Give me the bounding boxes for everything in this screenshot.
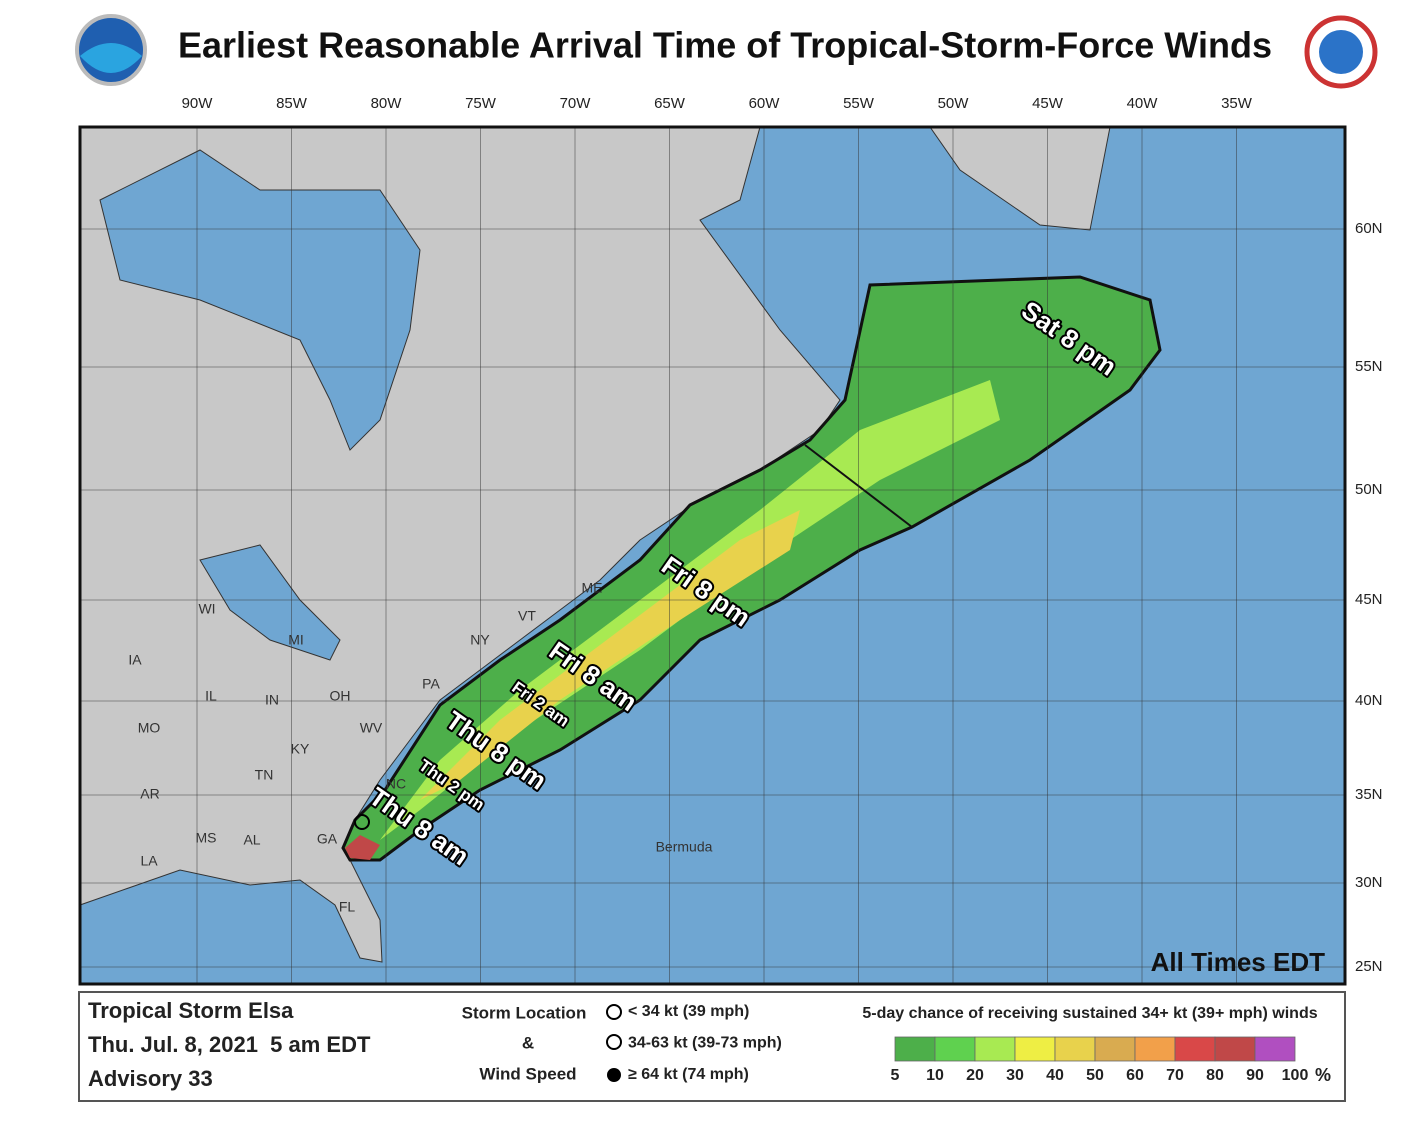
place-label: AR [140,786,159,802]
longitude-label: 55W [843,95,875,112]
scale-label: 20 [966,1067,984,1084]
speed-title: Wind Speed [479,1064,576,1083]
longitude-label: 80W [371,95,403,112]
location-title: Storm Location [462,1003,587,1022]
longitude-label: 70W [560,95,592,112]
place-label: KY [291,741,310,757]
scale-swatch [1214,1036,1256,1062]
latitude-label: 55N [1355,358,1383,375]
scale-label: 80 [1206,1067,1224,1084]
scale-unit: % [1315,1065,1331,1085]
longitude-label: 35W [1221,95,1253,112]
latitude-label: 30N [1355,874,1383,891]
latitude-label: 40N [1355,692,1383,709]
place-label: ME [582,580,603,596]
latitude-label: 35N [1355,786,1383,803]
latitude-label: 50N [1355,481,1383,498]
time-note: All Times EDT [1151,947,1325,977]
scale-label: 90 [1246,1067,1264,1084]
storm-name: Tropical Storm Elsa [88,998,294,1023]
scale-swatch [974,1036,1016,1062]
latitude-label: 45N [1355,591,1383,608]
place-label: LA [140,853,158,869]
longitude-label: 40W [1127,95,1159,112]
place-label: PA [422,676,440,692]
scale-label: 30 [1006,1067,1024,1084]
longitude-label: 45W [1032,95,1064,112]
place-label: IA [128,652,142,668]
longitude-label: 85W [276,95,308,112]
place-label: TN [255,767,274,783]
place-label: OH [330,688,351,704]
swath-band-40 [420,510,800,800]
place-label: NC [386,776,406,792]
grid [80,127,1345,984]
ampersand: & [522,1033,534,1052]
place-label: VT [518,608,536,624]
scale-label: 40 [1046,1067,1064,1084]
longitude-label: 65W [654,95,686,112]
scale-label: 100 [1282,1067,1309,1084]
scale-label: 60 [1126,1067,1144,1084]
symbol-hurricane [607,1068,621,1082]
scale-label: 70 [1166,1067,1184,1084]
swath-band-80 [345,835,380,860]
symbol-storm [606,1034,622,1050]
advisory-number: Advisory 33 [88,1066,213,1091]
symbol-depression [606,1004,622,1020]
place-label: NY [470,632,490,648]
scale-label: 50 [1086,1067,1104,1084]
scale-label: 10 [926,1067,944,1084]
great-lakes [199,544,341,661]
place-label: GA [317,831,338,847]
nws-logo-inner [1319,30,1363,74]
place-label: IL [205,688,217,704]
advisory-date: Thu. Jul. 8, 2021 5 am EDT [88,1032,371,1057]
place-label: MS [196,830,217,846]
place-label: IN [265,692,279,708]
place-label: MO [138,720,161,736]
scale-label: 5 [891,1067,900,1084]
place-label: FL [339,899,356,915]
scale-swatch [1134,1036,1176,1062]
longitude-label: 50W [938,95,970,112]
place-label: WV [360,720,383,736]
noaa-logo-wave [80,43,142,73]
hudson-bay [99,149,421,451]
symbol-label: 34-63 kt (39-73 mph) [628,1035,782,1052]
scale-swatch [894,1036,936,1062]
latitude-label: 25N [1355,958,1383,975]
scale-swatch [1094,1036,1136,1062]
place-label: AL [243,832,260,848]
longitude-label: 60W [749,95,781,112]
place-label: MI [288,632,304,648]
symbol-label: < 34 kt (39 mph) [628,1003,749,1020]
scale-swatch [934,1036,976,1062]
scale-swatch [1174,1036,1216,1062]
latitude-label: 60N [1355,220,1383,237]
title: Earliest Reasonable Arrival Time of Trop… [178,25,1272,66]
scale-swatch [1254,1036,1296,1062]
symbol-label: ≥ 64 kt (74 mph) [628,1066,749,1083]
north-america [79,126,841,963]
place-label: WI [198,601,215,617]
longitude-label: 90W [182,95,214,112]
storm-location [354,814,370,830]
scale-swatch [1054,1036,1096,1062]
place-label: Bermuda [656,839,713,855]
scale-title: 5-day chance of receiving sustained 34+ … [862,1005,1317,1022]
map-frame [78,125,1347,986]
longitude-label: 75W [465,95,497,112]
scale-swatch [1014,1036,1056,1062]
map: All Times EDT [78,125,1347,986]
